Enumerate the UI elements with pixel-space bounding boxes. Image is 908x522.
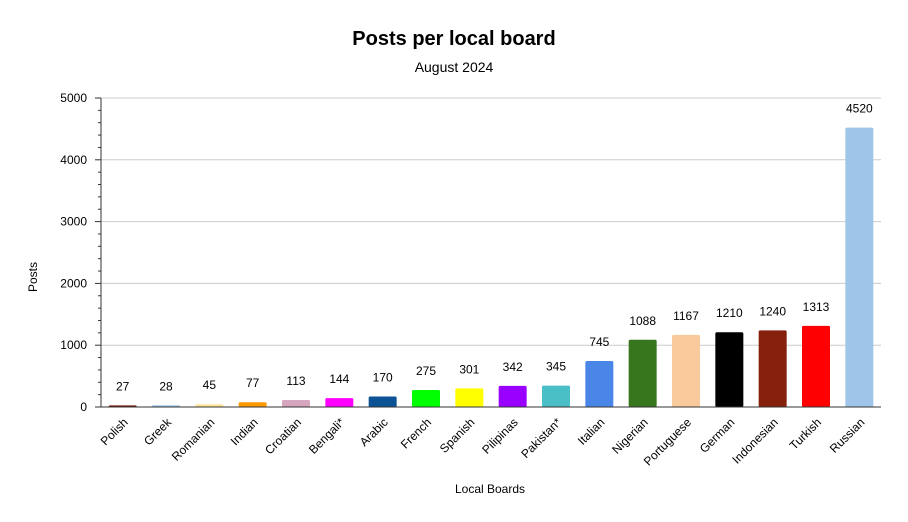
x-tick-label: Greek [141,415,175,449]
x-tick-label: Bengali* [306,415,348,457]
data-label: 301 [459,362,479,376]
axes [100,98,881,408]
data-label: 1240 [759,304,786,318]
bar-croatian [282,400,310,407]
data-label: 27 [116,379,130,393]
y-tick-labels: 0 1000 2000 3000 4000 5000 [60,91,87,414]
x-tick-label: Indian [228,415,261,448]
y-tick-label: 3000 [60,215,87,229]
y-tick-label: 0 [80,400,87,414]
bar-russian [845,127,874,407]
x-tick-label: Turkish [787,415,824,452]
x-tick-label: Italian [575,415,608,448]
data-label: 745 [589,335,609,349]
data-label: 4520 [846,102,873,116]
bar-indian [238,402,267,407]
data-label: 170 [373,370,393,384]
chart-subtitle: August 2024 [415,59,494,75]
bar-indonesian [758,330,787,407]
x-tick-label: Polish [98,415,131,448]
bar-bengali [325,398,354,407]
y-tick-label: 2000 [60,276,87,290]
bar-french [412,390,440,407]
x-tick-label: Arabic [357,415,391,449]
bars [108,127,874,407]
x-tick-label: Pakistan* [518,415,564,461]
x-tick-label: Indonesian [729,415,780,466]
data-label: 275 [416,364,436,378]
data-label: 113 [286,374,305,388]
data-label: 342 [503,360,523,374]
y-tick-label: 4000 [60,153,87,167]
y-tick-label: 5000 [60,91,87,105]
bar-italian [585,360,614,407]
x-tick-label: Portuguese [641,415,695,469]
x-tick-label: German [697,415,738,456]
bar-romanian [195,404,224,407]
bar-portuguese [672,334,700,407]
y-axis-minor-ticks [95,97,101,408]
data-label: 77 [246,376,260,390]
data-label: 28 [159,379,173,393]
x-axis-label: Local Boards [455,482,525,496]
bar-spanish [455,388,484,407]
chart-title: Posts per local board [352,28,555,50]
data-label: 1313 [803,300,830,314]
bar-german [715,332,744,407]
y-tick-label: 1000 [60,338,87,352]
grid-lines [101,97,881,346]
x-tick-label: Croatian [262,415,304,457]
bar-pilipinas [498,385,527,407]
data-label: 144 [329,372,349,386]
x-tick-label: French [398,415,434,451]
data-labels: 27 28 45 77 113 144 170 275 301 342 345 745 1088 1167… [116,102,873,394]
data-label: 345 [546,360,566,374]
data-label: 1167 [673,309,699,323]
data-label: 1088 [629,314,656,328]
x-tick-label: Nigerian [609,415,651,457]
bar-pakistan [542,385,570,407]
y-axis-label: Posts [26,262,40,292]
bar-arabic [368,396,397,407]
data-label: 45 [203,378,217,392]
bar-turkish [802,325,830,407]
x-tick-label: Romanian [169,415,218,464]
x-tick-label: Spanish [437,415,478,456]
bar-nigerian [628,339,657,407]
x-tick-label: Russian [827,415,868,456]
data-label: 1210 [716,306,743,320]
x-tick-label: Pilipinas [479,415,521,457]
